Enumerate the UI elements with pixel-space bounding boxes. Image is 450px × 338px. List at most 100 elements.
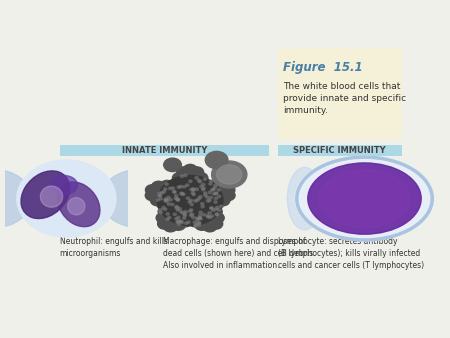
Circle shape [159, 197, 162, 200]
Circle shape [196, 178, 210, 189]
Circle shape [168, 216, 171, 219]
Circle shape [221, 185, 235, 195]
Circle shape [198, 217, 201, 219]
Circle shape [192, 193, 195, 196]
Circle shape [175, 206, 178, 208]
Circle shape [190, 213, 194, 216]
Circle shape [202, 183, 205, 186]
Circle shape [215, 213, 219, 215]
Text: The white blood cells that
provide innate and specific
immunity.: The white blood cells that provide innat… [283, 82, 406, 115]
Circle shape [207, 180, 220, 191]
Circle shape [195, 176, 198, 179]
Text: Neutrophil: engulfs and kills
microorganisms: Neutrophil: engulfs and kills microorgan… [60, 237, 168, 258]
Circle shape [184, 222, 188, 224]
Circle shape [208, 216, 212, 219]
Circle shape [199, 196, 202, 198]
Circle shape [202, 213, 206, 216]
Circle shape [169, 187, 172, 190]
Circle shape [176, 220, 180, 223]
Circle shape [186, 197, 189, 199]
Circle shape [198, 222, 201, 224]
Circle shape [209, 219, 223, 229]
Circle shape [166, 218, 169, 220]
Circle shape [201, 202, 204, 205]
Circle shape [158, 219, 171, 229]
FancyBboxPatch shape [278, 145, 401, 156]
Circle shape [169, 198, 172, 201]
Circle shape [170, 178, 184, 189]
Circle shape [188, 216, 202, 227]
Circle shape [164, 158, 181, 172]
Circle shape [183, 217, 186, 219]
Ellipse shape [50, 175, 77, 195]
Circle shape [194, 224, 197, 227]
Circle shape [214, 184, 217, 187]
Circle shape [101, 170, 176, 227]
Circle shape [183, 164, 197, 175]
Circle shape [173, 213, 176, 216]
Circle shape [177, 186, 180, 189]
Circle shape [158, 206, 172, 217]
Circle shape [207, 202, 221, 212]
Ellipse shape [158, 175, 223, 225]
Circle shape [210, 213, 224, 223]
Circle shape [210, 199, 224, 209]
Circle shape [178, 220, 181, 223]
Circle shape [145, 185, 159, 195]
Circle shape [182, 193, 185, 195]
Circle shape [208, 191, 211, 194]
Circle shape [210, 207, 213, 210]
Circle shape [206, 196, 209, 198]
Circle shape [181, 212, 184, 214]
Text: INNATE IMMUNITY: INNATE IMMUNITY [122, 146, 207, 155]
Circle shape [187, 221, 190, 223]
Circle shape [199, 211, 202, 214]
Circle shape [189, 180, 192, 183]
Circle shape [192, 216, 195, 219]
Circle shape [189, 199, 193, 202]
Circle shape [175, 194, 178, 197]
Circle shape [159, 209, 162, 211]
Circle shape [150, 195, 164, 206]
Circle shape [180, 192, 183, 195]
Circle shape [189, 214, 193, 217]
Circle shape [165, 200, 169, 202]
Circle shape [196, 219, 199, 221]
Circle shape [157, 199, 171, 209]
Circle shape [177, 167, 190, 177]
Circle shape [212, 188, 215, 191]
Ellipse shape [287, 167, 322, 230]
Circle shape [166, 213, 169, 215]
Ellipse shape [319, 170, 410, 227]
Circle shape [176, 199, 180, 201]
Circle shape [216, 165, 242, 184]
Circle shape [203, 178, 207, 180]
Circle shape [158, 192, 161, 194]
Circle shape [175, 207, 178, 209]
Circle shape [178, 216, 192, 227]
Circle shape [215, 213, 219, 216]
Circle shape [192, 189, 195, 191]
Circle shape [171, 203, 174, 206]
Circle shape [220, 205, 223, 208]
Circle shape [212, 161, 247, 188]
Circle shape [215, 181, 229, 192]
Circle shape [152, 181, 166, 192]
Circle shape [184, 174, 187, 176]
Circle shape [208, 206, 222, 217]
Circle shape [159, 211, 162, 214]
Circle shape [198, 214, 202, 217]
Circle shape [167, 203, 171, 205]
Circle shape [198, 217, 201, 219]
Circle shape [209, 196, 212, 199]
Circle shape [180, 221, 184, 224]
Circle shape [197, 222, 200, 224]
Circle shape [216, 206, 219, 209]
Circle shape [194, 173, 208, 183]
Circle shape [210, 215, 214, 217]
Circle shape [167, 196, 170, 199]
Circle shape [183, 214, 186, 217]
Ellipse shape [68, 198, 85, 215]
Circle shape [158, 195, 161, 197]
Circle shape [213, 186, 216, 189]
